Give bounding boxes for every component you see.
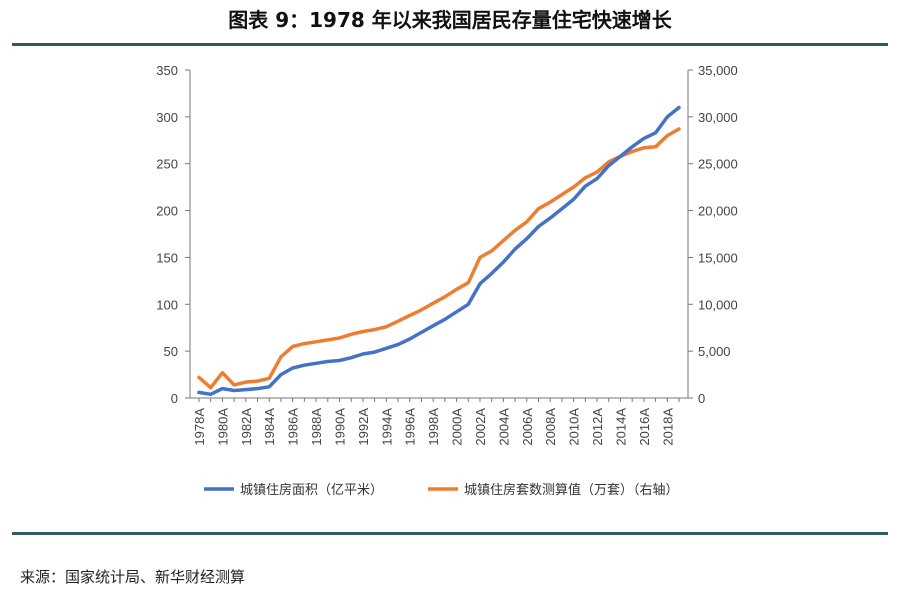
x-tick-label: 2006A (520, 408, 535, 446)
x-tick-label: 2008A (543, 408, 558, 446)
series-line-1 (197, 105, 681, 397)
x-tick-label: 1992A (356, 408, 371, 446)
page-title: 图表 9：1978 年以来我国居民存量住宅快速增长 (228, 8, 672, 32)
x-tick-label: 1980A (215, 408, 230, 446)
x-tick-label: 2000A (450, 408, 465, 446)
bottom-rule (12, 532, 888, 535)
x-tick-label: 2016A (637, 408, 652, 446)
x-tick-label: 2014A (613, 408, 628, 446)
left-tick-label: 350 (156, 63, 178, 78)
x-tick-label: 2002A (473, 408, 488, 446)
right-tick-label: 0 (698, 391, 705, 406)
chart-marks (197, 105, 681, 397)
line-chart: 0 50 100 150 200 250 300 350 0 5,000 10,000 15,000 2… (156, 63, 737, 498)
x-tick-label: 2018A (660, 408, 675, 446)
x-tick-label: 1982A (239, 408, 254, 446)
x-tick-label: 1998A (426, 408, 441, 446)
right-tick-label: 25,000 (698, 157, 738, 172)
left-tick-label: 150 (156, 250, 178, 265)
series-line-2 (197, 127, 681, 390)
x-tick-label: 2010A (567, 408, 582, 446)
left-tick-label: 0 (171, 391, 178, 406)
right-tick-label: 35,000 (698, 63, 738, 78)
legend-label-1: 城镇住房面积（亿平米） (240, 482, 383, 498)
right-tick-label: 30,000 (698, 110, 738, 125)
x-tick-label: 1984A (262, 408, 277, 446)
legend-label-2: 城镇住房套数测算值（万套）（右轴） (464, 482, 679, 498)
left-tick-label: 50 (164, 344, 178, 359)
right-tick-label: 20,000 (698, 204, 738, 219)
right-tick-label: 5,000 (698, 344, 731, 359)
source-note: 来源：国家统计局、新华财经测算 (20, 568, 246, 586)
right-tick-label: 10,000 (698, 297, 738, 312)
top-rule (12, 43, 888, 46)
x-tick-label: 2004A (496, 408, 511, 446)
left-tick-label: 300 (156, 110, 178, 125)
right-tick-label: 15,000 (698, 250, 738, 265)
x-tick-label: 1996A (403, 408, 418, 446)
x-tick-label: 1990A (332, 408, 347, 446)
x-tick-label: 2012A (590, 408, 605, 446)
chart-axes: 0 50 100 150 200 250 300 350 0 5,000 10,000 15,000 2… (156, 63, 737, 446)
x-tick-label: 1978A (192, 408, 207, 446)
left-tick-label: 200 (156, 204, 178, 219)
left-tick-label: 100 (156, 297, 178, 312)
x-tick-label: 1994A (379, 408, 394, 446)
chart-legend: 城镇住房面积（亿平米） 城镇住房套数测算值（万套）（右轴） (204, 482, 679, 498)
left-tick-label: 250 (156, 157, 178, 172)
x-tick-label: 1986A (286, 408, 301, 446)
x-tick-label: 1988A (309, 408, 324, 446)
